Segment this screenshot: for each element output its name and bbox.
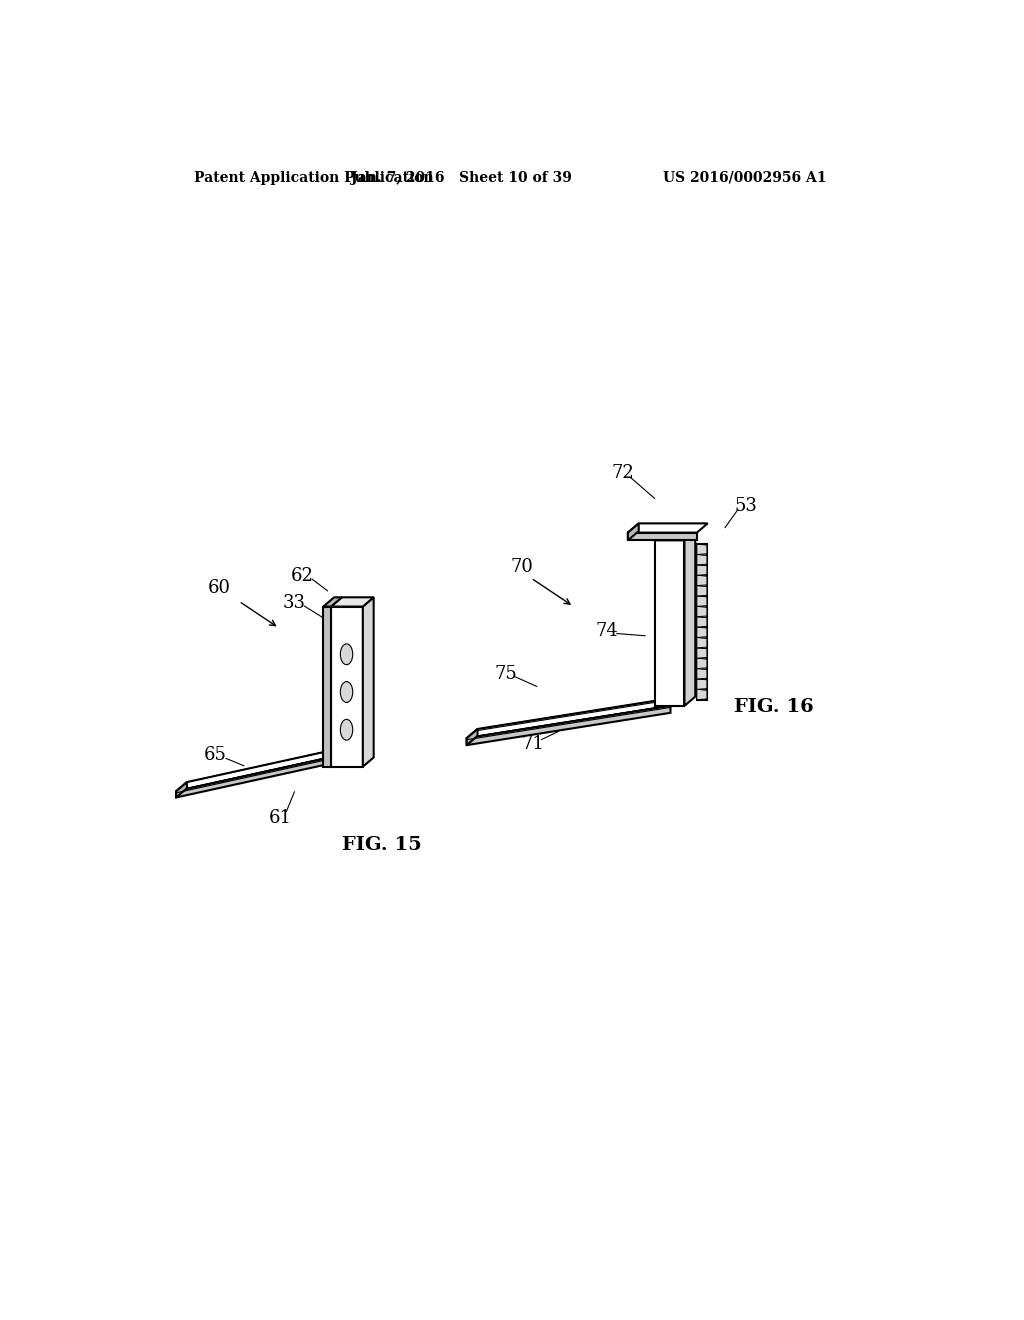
Polygon shape bbox=[697, 678, 707, 689]
Text: 62: 62 bbox=[291, 566, 313, 585]
Polygon shape bbox=[331, 598, 374, 607]
Polygon shape bbox=[697, 606, 707, 616]
Polygon shape bbox=[176, 750, 334, 792]
Polygon shape bbox=[467, 697, 681, 738]
Polygon shape bbox=[697, 586, 707, 597]
Ellipse shape bbox=[340, 719, 352, 741]
Ellipse shape bbox=[340, 681, 352, 702]
Polygon shape bbox=[697, 616, 707, 627]
Polygon shape bbox=[697, 565, 707, 576]
Polygon shape bbox=[467, 706, 671, 744]
Polygon shape bbox=[331, 607, 362, 767]
Text: 70: 70 bbox=[510, 557, 534, 576]
Polygon shape bbox=[697, 638, 707, 648]
Text: FIG. 16: FIG. 16 bbox=[734, 698, 813, 715]
Text: 65: 65 bbox=[204, 746, 227, 764]
Polygon shape bbox=[467, 729, 477, 744]
Text: 53: 53 bbox=[734, 498, 757, 515]
Polygon shape bbox=[697, 544, 707, 700]
Polygon shape bbox=[697, 544, 707, 554]
Polygon shape bbox=[655, 531, 695, 540]
Polygon shape bbox=[697, 627, 707, 638]
Text: 72: 72 bbox=[611, 463, 634, 482]
Text: 75: 75 bbox=[494, 665, 517, 684]
Polygon shape bbox=[697, 689, 707, 700]
Text: 71: 71 bbox=[522, 735, 545, 752]
Polygon shape bbox=[697, 576, 707, 586]
Polygon shape bbox=[697, 669, 707, 678]
Polygon shape bbox=[176, 781, 187, 797]
Polygon shape bbox=[176, 759, 324, 797]
Text: 60: 60 bbox=[208, 579, 231, 597]
Text: 74: 74 bbox=[596, 622, 618, 640]
Ellipse shape bbox=[340, 644, 352, 665]
Polygon shape bbox=[697, 554, 707, 565]
Polygon shape bbox=[697, 659, 707, 669]
Polygon shape bbox=[324, 607, 331, 767]
Polygon shape bbox=[655, 540, 684, 706]
Polygon shape bbox=[628, 524, 639, 540]
Text: US 2016/0002956 A1: US 2016/0002956 A1 bbox=[663, 170, 826, 185]
Polygon shape bbox=[628, 533, 697, 540]
Polygon shape bbox=[628, 524, 708, 533]
Polygon shape bbox=[324, 598, 342, 607]
Text: Patent Application Publication: Patent Application Publication bbox=[194, 170, 433, 185]
Text: FIG. 15: FIG. 15 bbox=[342, 837, 422, 854]
Text: 33: 33 bbox=[283, 594, 306, 611]
Polygon shape bbox=[684, 531, 695, 706]
Polygon shape bbox=[362, 598, 374, 767]
Text: Jan. 7, 2016   Sheet 10 of 39: Jan. 7, 2016 Sheet 10 of 39 bbox=[351, 170, 571, 185]
Text: 61: 61 bbox=[269, 809, 292, 826]
Polygon shape bbox=[697, 648, 707, 659]
Polygon shape bbox=[697, 597, 707, 606]
